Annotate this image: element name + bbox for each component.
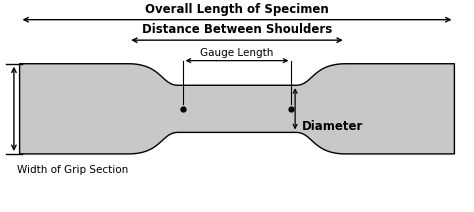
Polygon shape: [19, 64, 455, 154]
Text: Width of Grip Section: Width of Grip Section: [17, 165, 128, 175]
Text: Overall Length of Specimen: Overall Length of Specimen: [145, 3, 329, 15]
Text: Diameter: Diameter: [302, 120, 364, 133]
Text: Distance Between Shoulders: Distance Between Shoulders: [142, 24, 332, 36]
Text: Gauge Length: Gauge Length: [201, 47, 273, 58]
